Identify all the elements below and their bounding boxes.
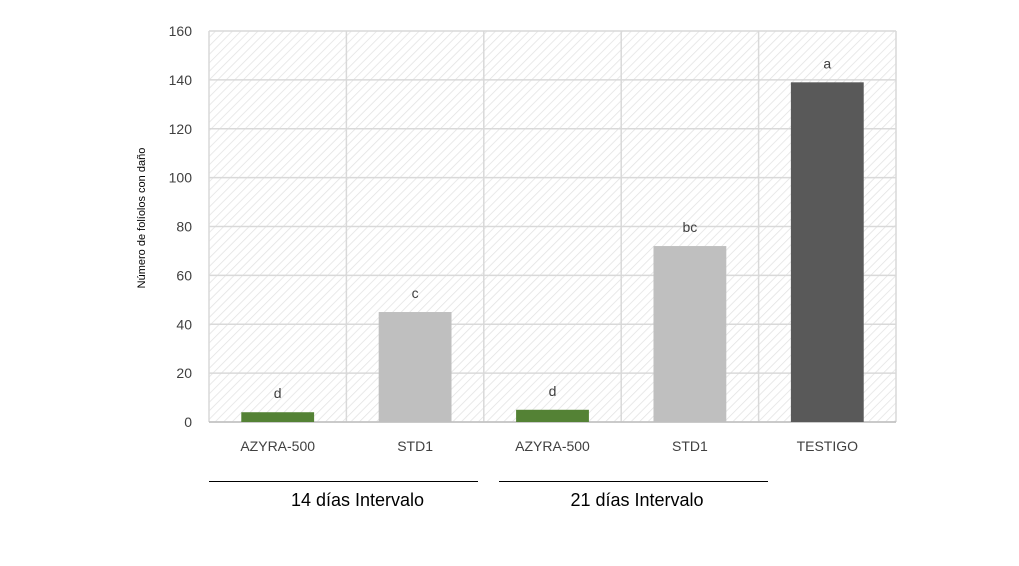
group-label-14-dias: 14 días Intervalo — [290, 490, 425, 510]
y-tick-label: 120 — [169, 121, 193, 137]
group-label-21-dias: 21 días Intervalo — [570, 490, 704, 510]
x-tick-label: TESTIGO — [797, 438, 859, 454]
y-tick-label: 20 — [176, 365, 192, 381]
gridlines — [208, 30, 897, 423]
bar — [516, 409, 589, 422]
data-label: c — [412, 285, 419, 301]
x-tick-label: AZYRA-500 — [515, 438, 590, 454]
data-label: bc — [683, 219, 698, 235]
y-tick-label: 60 — [176, 267, 192, 283]
y-tick-label: 80 — [176, 219, 192, 235]
y-tick-label: 140 — [169, 72, 193, 88]
bar — [378, 312, 452, 422]
y-axis-ticks: 0 20 40 60 80 100 120 140 160 — [169, 23, 193, 430]
group-underline-21 — [499, 481, 768, 482]
bar — [790, 82, 864, 422]
data-label: a — [823, 55, 831, 71]
y-tick-label: 100 — [169, 170, 193, 186]
bar — [653, 246, 727, 422]
y-tick-label: 40 — [176, 316, 192, 332]
data-labels: d c d bc a — [274, 55, 832, 401]
x-tick-label: STD1 — [672, 438, 708, 454]
y-axis-label: Número de folíolos con daño — [136, 148, 148, 289]
x-tick-label: AZYRA-500 — [240, 438, 315, 454]
y-tick-label: 0 — [184, 414, 192, 430]
data-label: d — [274, 385, 282, 401]
x-tick-label: STD1 — [397, 438, 433, 454]
bar — [241, 412, 315, 422]
group-underline-14 — [209, 481, 478, 482]
y-tick-label: 160 — [169, 23, 193, 39]
x-axis-categories: AZYRA-500 STD1 AZYRA-500 STD1 TESTIGO — [240, 438, 858, 454]
bars — [241, 82, 864, 422]
data-label: d — [549, 383, 557, 399]
